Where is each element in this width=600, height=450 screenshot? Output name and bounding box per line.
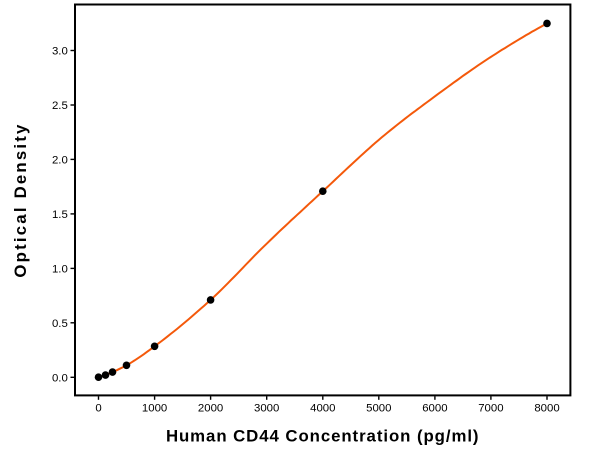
svg-text:1.0: 1.0 [52, 264, 68, 276]
svg-text:3000: 3000 [254, 403, 279, 415]
svg-text:0.0: 0.0 [52, 372, 68, 384]
svg-text:1.5: 1.5 [52, 209, 68, 221]
svg-text:2.5: 2.5 [52, 100, 68, 112]
svg-text:2000: 2000 [198, 403, 223, 415]
svg-text:Optical Density: Optical Density [11, 122, 30, 277]
svg-text:Human CD44 Concentration (pg/m: Human CD44 Concentration (pg/ml) [166, 427, 480, 446]
svg-text:5000: 5000 [366, 403, 391, 415]
svg-text:3.0: 3.0 [52, 46, 68, 58]
svg-text:0: 0 [95, 403, 101, 415]
svg-text:4000: 4000 [310, 403, 335, 415]
svg-text:7000: 7000 [478, 403, 503, 415]
svg-text:1000: 1000 [142, 403, 167, 415]
svg-text:2.0: 2.0 [52, 155, 68, 167]
svg-text:6000: 6000 [422, 403, 447, 415]
svg-text:0.5: 0.5 [52, 318, 68, 330]
svg-text:8000: 8000 [534, 403, 559, 415]
